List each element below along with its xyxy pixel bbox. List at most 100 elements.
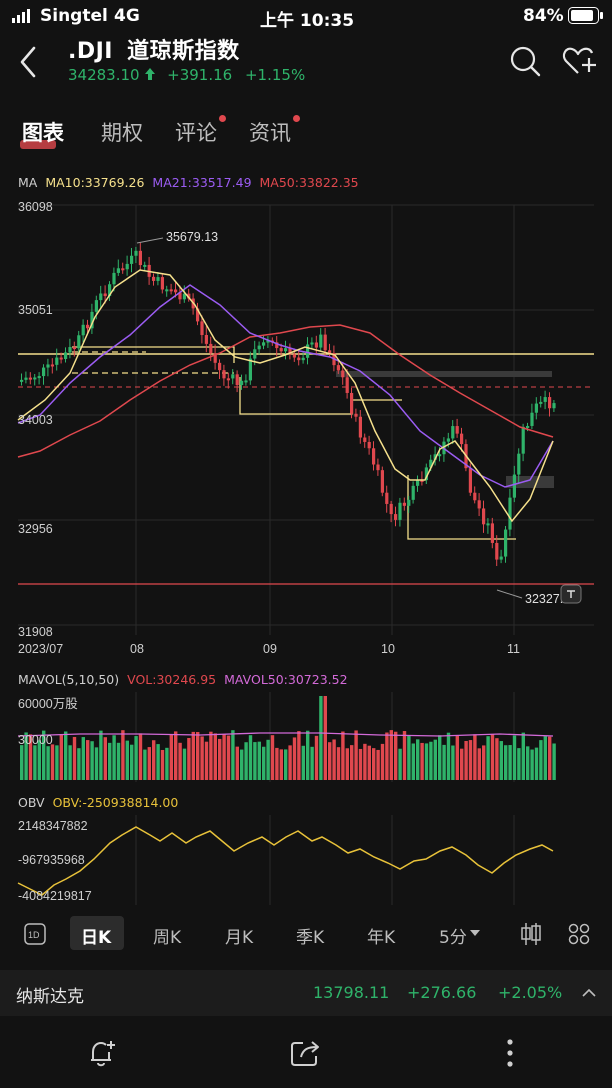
period-quarter[interactable]: 季K: [296, 928, 325, 948]
volume-bar: [442, 744, 446, 780]
volume-bar: [178, 742, 182, 780]
volume-bar: [460, 748, 464, 780]
volume-bar: [59, 734, 63, 780]
candle-body: [350, 392, 354, 414]
bell-add-icon[interactable]: [88, 1038, 118, 1068]
price-tick: 31908: [18, 625, 53, 639]
candle-body: [301, 357, 305, 361]
candlestick-icon[interactable]: [520, 922, 542, 946]
volume-bar: [455, 735, 459, 780]
volume-bar: [125, 740, 129, 780]
volume-bar: [420, 742, 424, 780]
candle-body: [112, 272, 116, 285]
candle-body: [336, 365, 340, 371]
candle-body: [99, 293, 103, 301]
volume-bar: [345, 748, 349, 780]
tab-news[interactable]: 资讯: [249, 121, 291, 145]
search-icon[interactable]: [508, 44, 542, 78]
volume-bar: [288, 745, 292, 780]
candle-body: [204, 335, 208, 344]
clock: 上午 10:35: [260, 11, 355, 31]
tab-comments[interactable]: 评论: [175, 121, 217, 145]
period-month[interactable]: 月K: [225, 928, 254, 948]
volume-bar: [292, 737, 297, 780]
volume-bar: [213, 733, 217, 780]
volume-bar: [147, 747, 151, 780]
candle-body: [292, 354, 296, 358]
obv-tick: 2148347882: [18, 819, 88, 833]
volume-bar: [376, 749, 380, 780]
volume-bar: [332, 739, 336, 780]
volume-bar: [226, 735, 231, 780]
volume-bar: [169, 734, 173, 780]
reset-zoom-icon[interactable]: [560, 584, 582, 604]
battery-percent: 84%: [523, 6, 564, 26]
volume-bar: [266, 739, 270, 780]
date-tick: 10: [381, 642, 395, 656]
candle-body: [380, 470, 384, 493]
volume-bar: [275, 747, 279, 780]
volume-bars: [20, 696, 556, 780]
grid-icon[interactable]: [568, 923, 590, 945]
volume-bar: [486, 736, 490, 780]
tab-chart[interactable]: 图表: [22, 121, 64, 145]
obv-tick: -967935968: [18, 853, 85, 867]
candle-body: [37, 376, 41, 379]
vol-tick: 30000: [18, 733, 53, 747]
volume-bar: [438, 735, 442, 780]
candle-body: [169, 289, 173, 292]
candle-body: [125, 263, 129, 270]
related-index-bar[interactable]: 纳斯达克 13798.11 +276.66 +2.05%: [0, 970, 612, 1016]
tab-options[interactable]: 期权: [101, 121, 143, 145]
candle-body: [314, 342, 318, 348]
symbol: .DJI: [68, 39, 113, 64]
volume-bar: [482, 745, 486, 780]
more-icon[interactable]: [505, 1038, 515, 1068]
price-tick: 34003: [18, 413, 53, 427]
1d-icon[interactable]: 1D: [24, 923, 46, 945]
share-icon[interactable]: [291, 1039, 321, 1067]
candle-body: [143, 264, 147, 267]
candle-body: [446, 438, 450, 442]
volume-bar: [187, 737, 191, 780]
obv-chart[interactable]: 2148347882 -967935968 -4084219817: [0, 815, 612, 907]
quote-line: 34283.10 +391.16 +1.15%: [68, 66, 313, 84]
candle-body: [402, 502, 406, 506]
period-day[interactable]: 日K: [81, 928, 112, 948]
period-year[interactable]: 年K: [367, 928, 396, 948]
volume-bar: [262, 746, 266, 780]
candle-body: [46, 364, 50, 368]
ma50-line: [17, 324, 554, 458]
volume-bar: [517, 748, 521, 780]
candle-body: [424, 467, 428, 481]
candle-body: [341, 370, 345, 378]
candle-body: [411, 485, 415, 500]
active-tab-indicator: [20, 140, 56, 149]
chevron-up-icon[interactable]: [582, 988, 596, 998]
symbol-name: 道琼斯指数: [127, 39, 240, 64]
candle-body: [240, 380, 244, 386]
volume-bar: [451, 745, 455, 780]
candle-body: [134, 250, 138, 256]
period-week[interactable]: 周K: [153, 928, 182, 948]
candle-body: [209, 343, 213, 354]
volume-bar: [55, 745, 59, 780]
volume-bar: [152, 740, 156, 780]
candle-body: [517, 453, 521, 475]
candle-body: [490, 523, 494, 543]
candle-body: [539, 401, 543, 404]
volume-bar: [354, 730, 358, 780]
candle-body: [94, 300, 98, 312]
candle-body: [433, 454, 437, 460]
volume-bar: [367, 745, 371, 780]
candle-body: [416, 479, 420, 486]
candle-body: [279, 348, 283, 352]
candle-body: [354, 413, 358, 417]
heart-add-icon[interactable]: [562, 44, 598, 78]
price-tick: 35051: [18, 303, 53, 317]
candlestick-chart[interactable]: 35679.13 32327.20 36098 35051 34003 3295…: [0, 195, 612, 660]
volume-chart[interactable]: 60000万股 30000: [0, 692, 612, 784]
back-arrow-icon[interactable]: [14, 44, 46, 80]
period-5min[interactable]: 5分: [439, 928, 467, 948]
candle-body: [372, 448, 376, 465]
